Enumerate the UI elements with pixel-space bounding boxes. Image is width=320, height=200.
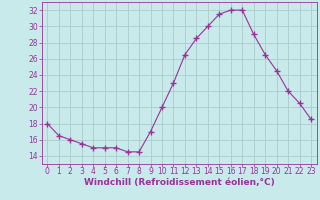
X-axis label: Windchill (Refroidissement éolien,°C): Windchill (Refroidissement éolien,°C) <box>84 178 275 187</box>
